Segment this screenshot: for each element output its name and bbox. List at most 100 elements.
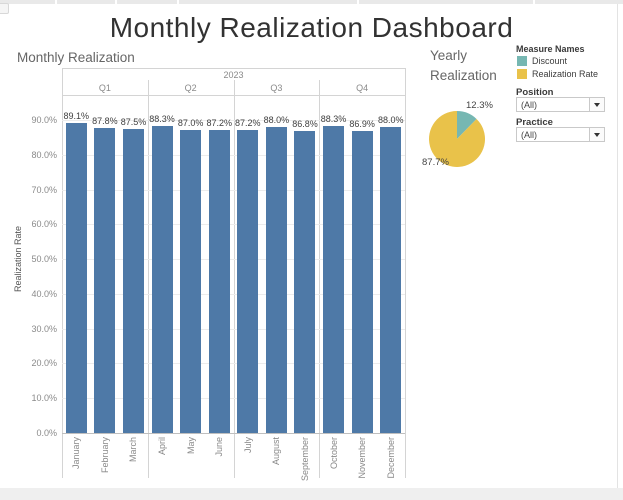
top-chrome-strip [0, 0, 623, 4]
month-label-november: November [357, 437, 368, 479]
plot-right-border [405, 68, 406, 478]
month-label-september: September [299, 437, 310, 482]
y-tick-label: 10.0% [31, 393, 57, 404]
bar-value-label: 87.8% [92, 115, 118, 126]
y-tick-label: 70.0% [31, 184, 57, 195]
top-strip-divider [357, 0, 359, 4]
month-label-october: October [328, 437, 339, 470]
bar-may[interactable] [180, 130, 202, 433]
month-label-july: July [242, 437, 253, 454]
gridline [62, 259, 405, 261]
y-tick-label: 20.0% [31, 358, 57, 369]
bar-value-label: 87.0% [177, 118, 204, 129]
bar-august[interactable] [265, 126, 287, 433]
top-strip-divider [533, 0, 535, 4]
month-label-december: December [385, 437, 396, 479]
bar-value-label: 87.5% [120, 116, 147, 127]
bar-value-label: 88.0% [263, 114, 290, 125]
corner-ui-fragment [0, 3, 9, 14]
gridline [62, 328, 405, 330]
bar-october[interactable] [323, 125, 345, 433]
month-label-may: May [185, 437, 196, 455]
bar-february[interactable] [94, 127, 116, 433]
page-title: Monthly Realization Dashboard [109, 12, 514, 43]
y-tick-label: 60.0% [31, 219, 57, 230]
bar-value-label: 88.3% [149, 113, 175, 124]
bar-chart: 2023 Q1 Q2 Q3 Q4 90.0% 80.0% 70.0% 60.0% 50.0% 40.… [31, 68, 406, 482]
pie-slice-realization-rate[interactable] [429, 111, 486, 167]
bar-september[interactable] [294, 131, 316, 433]
year-header-label: 2023 [223, 70, 244, 80]
position-dropdown-value: (All) [521, 99, 537, 110]
pie-chart [426, 108, 488, 170]
quarter-label-q4: Q4 [356, 83, 369, 93]
pie-slice-discount[interactable] [457, 111, 477, 139]
pie-slice-label-realization: 87.7% [422, 157, 449, 168]
month-label-april: April [157, 437, 168, 456]
bar-value-label: 89.1% [63, 111, 90, 122]
quarter-label-q3: Q3 [270, 83, 283, 93]
practice-dropdown-value: (All) [521, 129, 537, 140]
filter-label-practice: Practice [516, 117, 553, 128]
practice-dropdown[interactable]: (All) [516, 127, 605, 142]
month-label-march: March [128, 437, 139, 463]
bar-november[interactable] [351, 130, 373, 433]
filter-label-position: Position [516, 87, 554, 98]
bar-december[interactable] [380, 126, 402, 433]
bar-june[interactable] [208, 129, 230, 433]
quarter-divider [147, 80, 149, 478]
chevron-down-icon [594, 102, 600, 107]
pie-slice-label-discount: 12.3% [466, 100, 493, 111]
dashboard-right-border [617, 4, 618, 488]
quarter-label-q1: Q1 [98, 83, 111, 93]
bar-value-label: 88.0% [377, 114, 404, 125]
gridline [62, 189, 405, 191]
y-tick-label: 0.0% [36, 428, 57, 438]
y-tick-label: 40.0% [31, 288, 57, 299]
legend-item-label: Realization Rate [532, 69, 599, 79]
x-axis-line [62, 433, 405, 434]
top-strip-divider [177, 0, 179, 4]
gridline [62, 224, 405, 226]
y-tick-label: 90.0% [31, 114, 57, 125]
legend-item-label: Discount [532, 56, 568, 66]
bar-march[interactable] [122, 128, 144, 433]
gridline [62, 154, 405, 156]
gridline [62, 119, 405, 121]
top-strip-divider [115, 0, 117, 4]
chevron-down-icon [594, 132, 600, 137]
bar-value-label: 87.2% [235, 117, 261, 128]
position-dropdown[interactable]: (All) [516, 97, 605, 112]
quarter-divider [319, 80, 321, 478]
bar-january[interactable] [65, 123, 87, 433]
gridline [62, 398, 405, 400]
legend-title: Measure Names [516, 44, 585, 54]
bar-value-label: 87.2% [206, 117, 232, 128]
month-label-june: June [214, 437, 225, 457]
month-label-january: January [71, 437, 82, 470]
month-label-february: February [99, 437, 110, 474]
legend-item-realization-rate[interactable]: Realization Rate [517, 69, 598, 79]
quarter-label-q2: Q2 [184, 83, 197, 93]
bar-april[interactable] [151, 125, 173, 433]
bar-july[interactable] [237, 129, 259, 433]
pie-chart-title: Yearly Realization [430, 48, 497, 83]
bar-value-label: 86.9% [349, 118, 375, 129]
month-label-august: August [271, 437, 282, 466]
gridline [62, 363, 405, 365]
bar-value-label: 86.8% [292, 119, 318, 130]
bottom-chrome-strip [0, 488, 623, 500]
practice-dropdown-button[interactable] [589, 128, 604, 141]
header-top-line [62, 68, 405, 69]
legend-item-discount[interactable]: Discount [517, 56, 567, 66]
gridline [62, 293, 405, 295]
discount-swatch-icon [517, 56, 527, 66]
bar-value-label: 88.3% [320, 113, 347, 124]
quarter-divider [233, 80, 235, 478]
bar-chart-title: Monthly Realization [17, 50, 135, 65]
position-dropdown-button[interactable] [589, 98, 604, 111]
y-tick-label: 80.0% [31, 149, 57, 160]
top-strip-divider [55, 0, 57, 4]
y-tick-label: 30.0% [31, 323, 57, 334]
y-tick-label: 50.0% [31, 254, 57, 265]
